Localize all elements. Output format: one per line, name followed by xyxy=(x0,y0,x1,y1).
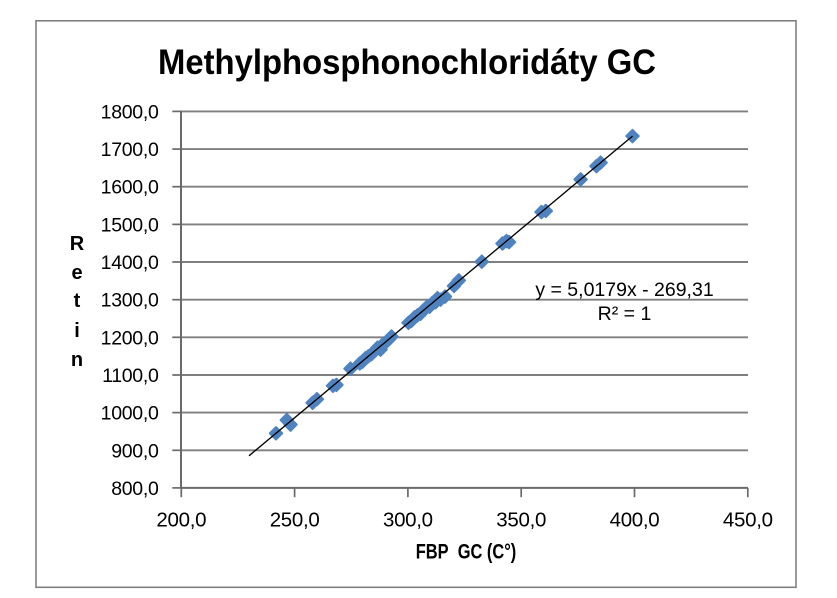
svg-text:Methylphosphonochloridáty GC: Methylphosphonochloridáty GC xyxy=(158,43,656,82)
svg-text:FBP GC (C°): FBP GC (C°) xyxy=(416,541,517,564)
svg-text:1200,0: 1200,0 xyxy=(101,327,159,349)
svg-text:R: R xyxy=(70,233,85,255)
svg-text:1400,0: 1400,0 xyxy=(101,252,159,274)
svg-text:1600,0: 1600,0 xyxy=(101,177,159,199)
svg-text:900,0: 900,0 xyxy=(111,440,159,462)
svg-text:200,0: 200,0 xyxy=(156,508,206,531)
svg-text:250,0: 250,0 xyxy=(270,508,320,531)
svg-text:1800,0: 1800,0 xyxy=(101,101,159,123)
svg-text:450,0: 450,0 xyxy=(723,508,773,531)
svg-text:R² = 1: R² = 1 xyxy=(598,303,652,325)
svg-text:i: i xyxy=(74,320,80,342)
svg-text:1500,0: 1500,0 xyxy=(101,214,159,236)
svg-text:e: e xyxy=(71,262,82,284)
svg-text:n: n xyxy=(71,349,83,371)
svg-text:350,0: 350,0 xyxy=(496,508,546,531)
svg-text:300,0: 300,0 xyxy=(383,508,433,531)
svg-text:1000,0: 1000,0 xyxy=(101,403,159,425)
svg-text:t: t xyxy=(74,290,81,312)
svg-text:400,0: 400,0 xyxy=(610,508,660,531)
svg-text:1100,0: 1100,0 xyxy=(102,365,159,387)
svg-text:800,0: 800,0 xyxy=(111,478,159,500)
svg-text:1300,0: 1300,0 xyxy=(101,290,159,312)
svg-text:y = 5,0179x - 269,31: y = 5,0179x - 269,31 xyxy=(535,279,713,301)
svg-text:1700,0: 1700,0 xyxy=(101,139,159,161)
